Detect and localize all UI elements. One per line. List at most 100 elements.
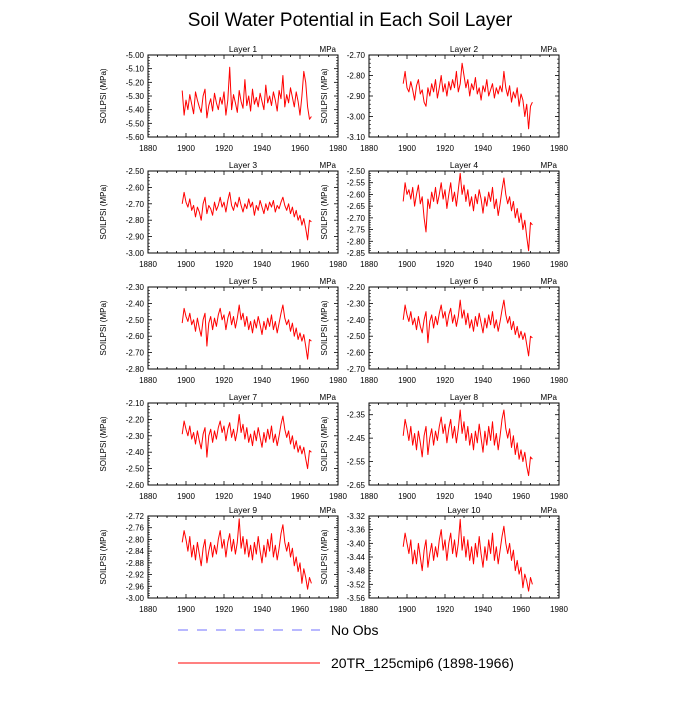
y-tick-label: -3.48	[347, 567, 366, 576]
x-tick-label: 1920	[436, 144, 454, 153]
panel-layer-5: 1880 1900 1920 1940 1960 1980 -2.80 -2.70 -2.60 -…	[99, 276, 347, 385]
x-tick-label: 1960	[512, 260, 530, 269]
y-axis-label: SOILPSI (MPa)	[99, 529, 108, 584]
x-tick-label: 1940	[253, 605, 271, 614]
panel-layer-1: 1880 1900 1920 1940 1960 1980 -5.60 -5.50 -5.40 -…	[99, 44, 347, 153]
y-axis-label: SOILPSI (MPa)	[320, 416, 329, 471]
panel-layer-4: 1880 1900 1920 1940 1960 1980-2.85-2.80-2.75-…	[320, 160, 568, 269]
y-tick-label: -3.56	[347, 594, 366, 603]
y-tick-label: -2.60	[347, 349, 366, 358]
series-line	[402, 62, 533, 130]
x-tick-label: 1940	[474, 376, 492, 385]
panel-title: Layer 7	[229, 392, 258, 402]
y-tick-label: -2.30	[126, 432, 145, 441]
page-title: Soil Water Potential in Each Soil Layer	[188, 10, 513, 31]
series-line	[402, 172, 533, 252]
panel-title: Layer 3	[229, 160, 258, 170]
y-tick-label: -2.10	[126, 399, 145, 408]
x-tick-label: 1880	[139, 144, 157, 153]
y-tick-label: -2.20	[126, 415, 145, 424]
x-tick-label: 1880	[360, 492, 378, 501]
x-tick-label: 1980	[329, 144, 347, 153]
y-tick-label: -5.20	[126, 78, 145, 87]
y-tick-label: -2.65	[347, 202, 366, 211]
y-tick-label: -2.85	[347, 249, 366, 258]
panel-title: Layer 4	[450, 160, 479, 170]
series-line	[402, 299, 533, 357]
x-tick-label: 1940	[253, 144, 271, 153]
units-label: MPa	[320, 506, 337, 515]
y-tick-label: -2.70	[347, 51, 366, 60]
x-tick-label: 1960	[512, 492, 530, 501]
y-tick-label: -2.90	[126, 233, 145, 242]
x-tick-label: 1880	[360, 605, 378, 614]
x-tick-label: 1940	[474, 492, 492, 501]
y-axis-label: SOILPSI (MPa)	[99, 416, 108, 471]
y-tick-label: -3.52	[347, 580, 366, 589]
x-tick-label: 1920	[215, 492, 233, 501]
y-tick-label: -2.75	[347, 226, 366, 235]
y-tick-label: -2.92	[126, 571, 145, 580]
y-tick-label: -2.40	[126, 299, 145, 308]
panel-title: Layer 6	[450, 276, 479, 286]
x-tick-label: 1980	[329, 376, 347, 385]
x-tick-label: 1900	[398, 605, 416, 614]
units-label: MPa	[541, 161, 558, 170]
y-tick-label: -2.90	[347, 92, 366, 101]
y-tick-label: -2.30	[126, 283, 145, 292]
y-tick-label: -2.80	[347, 237, 366, 246]
y-tick-label: -2.60	[347, 190, 366, 199]
panel-frame	[147, 515, 339, 599]
y-tick-label: -3.10	[347, 133, 366, 142]
x-tick-label: 1980	[329, 605, 347, 614]
x-tick-label: 1960	[512, 144, 530, 153]
x-tick-label: 1880	[139, 605, 157, 614]
panel-title: Layer 5	[229, 276, 258, 286]
series-line	[181, 66, 312, 120]
y-tick-label: -5.30	[126, 92, 145, 101]
y-tick-label: -2.40	[347, 316, 366, 325]
y-axis-label: SOILPSI (MPa)	[320, 529, 329, 584]
x-tick-label: 1900	[398, 376, 416, 385]
x-tick-label: 1940	[474, 144, 492, 153]
x-tick-label: 1880	[360, 376, 378, 385]
y-tick-label: -2.65	[347, 481, 366, 490]
series-line	[181, 191, 312, 241]
y-tick-label: -2.60	[126, 332, 145, 341]
y-tick-label: -2.96	[126, 582, 145, 591]
series-line	[402, 409, 533, 477]
panel-frame	[368, 54, 560, 138]
x-tick-label: 1960	[291, 492, 309, 501]
panel-frame	[368, 286, 560, 370]
y-tick-label: -2.35	[347, 411, 366, 420]
units-label: MPa	[541, 45, 558, 54]
panel-title: Layer 1	[229, 44, 258, 54]
y-tick-label: -2.80	[126, 365, 145, 374]
x-tick-label: 1960	[512, 605, 530, 614]
x-tick-label: 1900	[398, 260, 416, 269]
y-tick-label: -2.60	[126, 183, 145, 192]
y-tick-label: -2.50	[347, 167, 366, 176]
y-tick-label: -3.00	[126, 249, 145, 258]
panel-frame	[368, 515, 560, 599]
panel-frame	[147, 286, 339, 370]
y-tick-label: -2.70	[126, 349, 145, 358]
y-tick-label: -3.36	[347, 526, 366, 535]
panel-layer-9: 1880 1900 1920 1940 1960 1980 -3.00 -2.96 -2.92 -…	[99, 505, 347, 614]
series-line	[402, 518, 533, 592]
units-label: MPa	[320, 277, 337, 286]
x-tick-label: 1880	[139, 376, 157, 385]
x-tick-label: 1900	[398, 492, 416, 501]
panel-frame	[147, 54, 339, 138]
x-tick-label: 1920	[215, 376, 233, 385]
panel-title: Layer 2	[450, 44, 479, 54]
y-tick-label: -2.45	[347, 434, 366, 443]
x-tick-label: 1980	[329, 492, 347, 501]
x-tick-label: 1900	[177, 492, 195, 501]
y-tick-label: -3.00	[126, 594, 145, 603]
x-tick-label: 1940	[253, 492, 271, 501]
legend-label: No Obs	[331, 622, 378, 638]
x-tick-label: 1920	[436, 605, 454, 614]
x-tick-label: 1980	[550, 492, 568, 501]
